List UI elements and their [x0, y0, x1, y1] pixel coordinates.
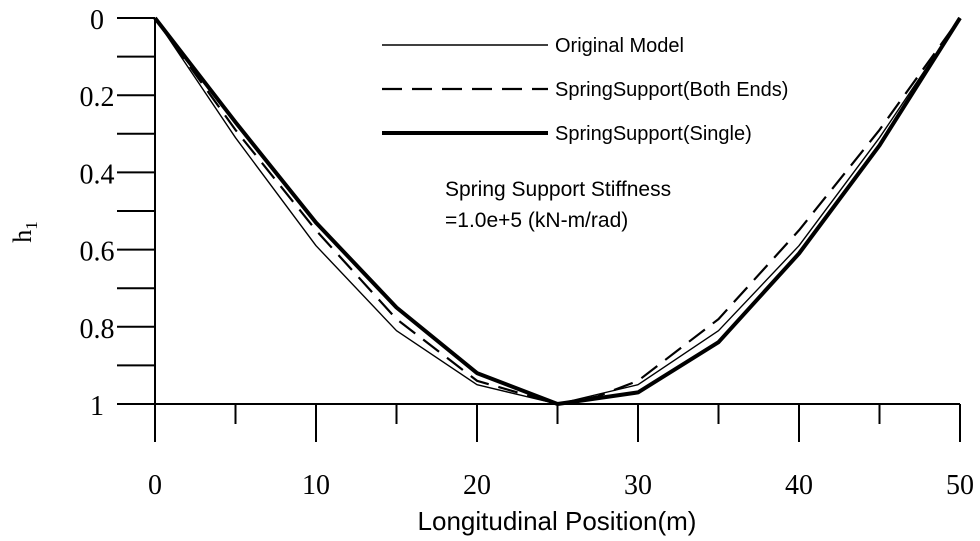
series-layer — [153, 16, 962, 406]
annotation-line-2: =1.0e+5 (kN-m/rad) — [445, 209, 628, 232]
x-tick-label: 40 — [785, 470, 813, 501]
y-tick-label: 0.4 — [80, 159, 115, 190]
y-tick-label: 1 — [90, 391, 104, 422]
axes: 00.20.40.60.810 10 20 30 40 50 — [80, 5, 975, 501]
y-tick-label: 0.2 — [80, 82, 115, 113]
y-axis-label: h1 — [8, 221, 41, 243]
legend-label-1: Original Model — [555, 35, 684, 57]
x-tick-label: 50 — [946, 470, 974, 501]
x-tick-label: 0 — [148, 470, 162, 501]
y-tick-label: 0.6 — [80, 237, 115, 268]
series-line-2 — [154, 17, 961, 406]
y-axis-label-main: h — [8, 230, 37, 243]
legend: Original Model SpringSupport(Both Ends) Sp… — [382, 35, 788, 145]
x-tick-label: 10 — [302, 470, 330, 501]
y-tick-label: 0 — [90, 5, 104, 36]
legend-label-3: SpringSupport(Single) — [555, 123, 752, 145]
legend-label-2: SpringSupport(Both Ends) — [555, 79, 788, 101]
series-line-3 — [153, 16, 962, 406]
x-axis-label: Longitudinal Position(m) — [418, 506, 697, 536]
y-axis-label-subscript: 1 — [22, 221, 41, 230]
x-tick-label: 20 — [463, 470, 491, 501]
x-tick-label: 30 — [624, 470, 652, 501]
y-tick-label: 0.8 — [80, 314, 115, 345]
annotation-line-1: Spring Support Stiffness — [445, 178, 671, 201]
